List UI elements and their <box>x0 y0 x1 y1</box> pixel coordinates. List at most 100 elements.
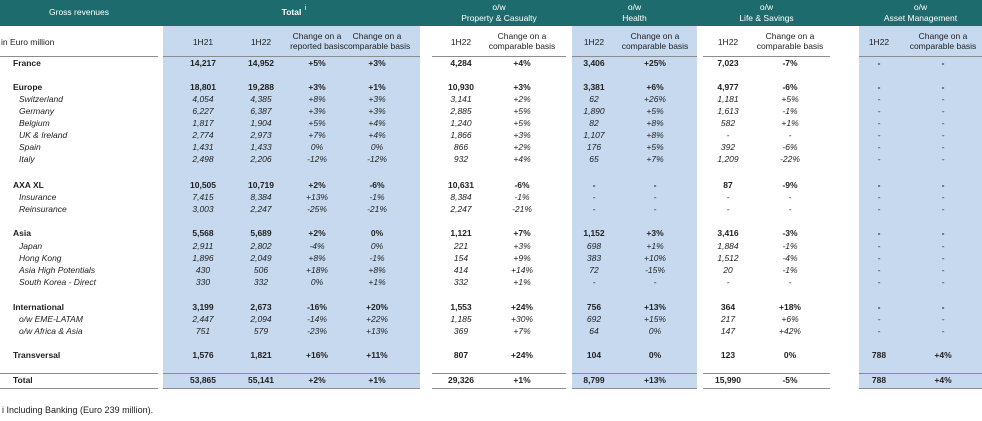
group-title: Total <box>281 7 302 17</box>
separator <box>163 373 420 374</box>
separator <box>572 388 697 389</box>
column-header: 1H22 <box>250 37 272 47</box>
cell: +1% <box>368 277 386 287</box>
cell: - <box>877 154 881 164</box>
separator <box>572 56 697 57</box>
cell: 1,152 <box>583 228 605 238</box>
cell: - <box>941 326 945 336</box>
cell: 698 <box>586 241 602 251</box>
cell: +2% <box>308 180 326 190</box>
cell: +6% <box>646 82 664 92</box>
row-label: UK & Ireland <box>19 130 68 140</box>
cell: +4% <box>368 130 386 140</box>
header-band <box>0 0 982 26</box>
cell: +3% <box>513 130 531 140</box>
cell: 1,240 <box>450 118 472 128</box>
cell: 692 <box>586 314 602 324</box>
cell: -6% <box>782 142 798 152</box>
cell: -15% <box>645 265 665 275</box>
group-title: Life & Savings <box>739 13 794 23</box>
cell: -21% <box>367 204 387 214</box>
cell: - <box>877 204 881 214</box>
cell: 64 <box>589 326 599 336</box>
cell: - <box>653 192 657 202</box>
cell: 3,141 <box>450 94 472 104</box>
cell: 2,049 <box>250 253 272 263</box>
cell: - <box>941 142 945 152</box>
cell: 1,185 <box>450 314 472 324</box>
cell: -6% <box>369 180 385 190</box>
cell: -4% <box>782 253 798 263</box>
cell: +3% <box>513 82 531 92</box>
cell: 82 <box>589 118 599 128</box>
row-label: Transversal <box>13 350 61 360</box>
cell: - <box>877 94 881 104</box>
shade-total <box>163 26 420 388</box>
cell: 0% <box>370 228 384 238</box>
cell: 0% <box>648 350 662 360</box>
cell: - <box>788 130 792 140</box>
cell: 1,553 <box>450 302 472 312</box>
cell: 19,288 <box>248 82 274 92</box>
cell: -1% <box>369 192 385 202</box>
cell: - <box>941 241 945 251</box>
cell: - <box>788 204 792 214</box>
cell: - <box>726 130 730 140</box>
cell: - <box>877 326 881 336</box>
row-label: Insurance <box>19 192 57 202</box>
cell: -6% <box>782 82 798 92</box>
cell: -1% <box>782 265 798 275</box>
cell: +16% <box>306 350 328 360</box>
cell: 20 <box>723 265 733 275</box>
cell: - <box>788 277 792 287</box>
cell: 6,387 <box>250 106 272 116</box>
row-label: o/w EME-LATAM <box>19 314 83 324</box>
cell: +3% <box>368 58 386 68</box>
cell: 1,512 <box>717 253 739 263</box>
cell: +8% <box>646 118 664 128</box>
cell: +7% <box>513 228 531 238</box>
cell: +5% <box>308 58 326 68</box>
cell: - <box>941 154 945 164</box>
cell: -21% <box>512 204 532 214</box>
cell: - <box>726 192 730 202</box>
cell: +11% <box>366 350 388 360</box>
cell: +42% <box>779 326 801 336</box>
cell: 14,217 <box>190 58 216 68</box>
cell: 1,866 <box>450 130 472 140</box>
cell: 5,568 <box>192 228 214 238</box>
cell: 2,802 <box>250 241 272 251</box>
cell: 0% <box>648 326 662 336</box>
cell: +25% <box>644 58 666 68</box>
cell: +8% <box>308 94 326 104</box>
cell: +1% <box>513 375 531 385</box>
column-header: 1H22 <box>717 37 739 47</box>
cell: - <box>877 130 881 140</box>
cell: +5% <box>646 106 664 116</box>
group-title: Health <box>622 13 647 23</box>
cell: +2% <box>513 94 531 104</box>
row-label: Hong Kong <box>19 253 62 263</box>
cell: - <box>788 192 792 202</box>
cell: - <box>941 58 945 68</box>
cell: 4,385 <box>250 94 272 104</box>
row-label: Total <box>13 375 33 385</box>
shade-asset <box>859 26 982 388</box>
cell: -1% <box>782 241 798 251</box>
cell: 15,990 <box>715 375 741 385</box>
cell: +15% <box>644 314 666 324</box>
cell: -1% <box>369 253 385 263</box>
cell: +3% <box>308 106 326 116</box>
cell: 1,431 <box>192 142 214 152</box>
cell: 62 <box>589 94 599 104</box>
cell: - <box>941 94 945 104</box>
cell: +13% <box>644 302 666 312</box>
cell: 430 <box>195 265 211 275</box>
cell: 3,416 <box>717 228 739 238</box>
cell: 87 <box>723 180 733 190</box>
unit-label: in Euro million <box>1 37 55 47</box>
cell: - <box>941 204 945 214</box>
cell: -4% <box>309 241 325 251</box>
cell: +14% <box>511 265 533 275</box>
column-header: Change on a reported basis <box>290 31 344 51</box>
